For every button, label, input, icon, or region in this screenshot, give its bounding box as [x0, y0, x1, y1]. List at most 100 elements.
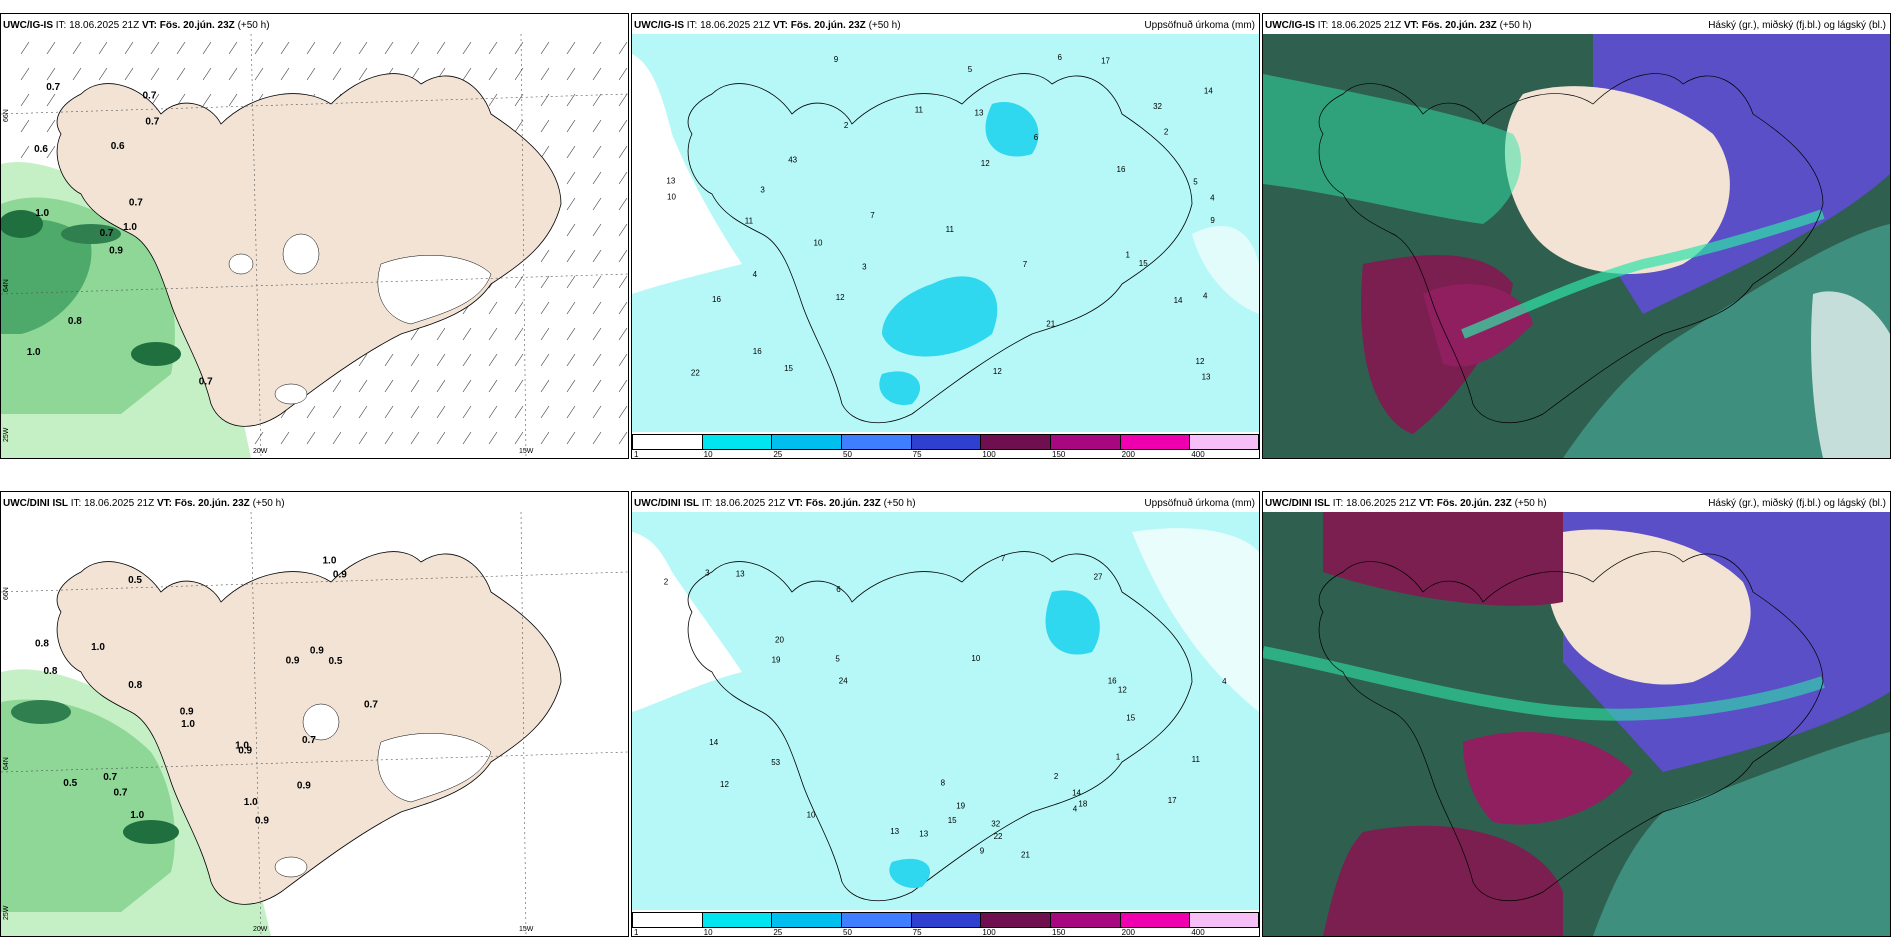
wind-barb-icon	[124, 41, 134, 55]
wind-barb-icon	[514, 301, 524, 315]
lead-time: (+50 h)	[1514, 498, 1547, 509]
map-value-label: 2	[1164, 128, 1169, 137]
wind-barb-icon	[332, 41, 342, 55]
wind-barb-icon	[384, 41, 394, 55]
map-value-label: 24	[839, 677, 848, 686]
wind-barb-icon	[358, 41, 368, 55]
wind-barb-icon	[358, 353, 368, 367]
map-value-label: 32	[1153, 102, 1162, 111]
map-value-label: 4	[1203, 292, 1208, 301]
colorbar-label: 150	[1052, 450, 1066, 459]
wind-barb-icon	[332, 405, 342, 419]
wind-barb-icon	[566, 327, 576, 341]
wind-barb-icon	[150, 67, 160, 81]
map-value-label: 13	[1202, 372, 1211, 381]
map-value-label: 15	[1126, 713, 1135, 722]
model-label: UWC/IG-IS	[634, 20, 684, 31]
map-value-label: 1.0	[91, 642, 105, 653]
wind-barb-icon	[566, 93, 576, 107]
wind-barb-icon	[488, 405, 498, 419]
wind-map: 0.9 0.5 0.7 1.0 0.9 1.0 0.7 0.8 1.0 0.7 0.5 0.8 0.9 1…	[1, 512, 628, 936]
wind-barb-icon	[540, 301, 550, 315]
map-value-label: 0.7	[100, 228, 114, 239]
map-value-label: 0.9	[238, 745, 252, 756]
wind-barb-icon	[592, 327, 602, 341]
model-label: UWC/IG-IS	[1265, 20, 1315, 31]
precip-map-svg: 1319102412151416205317132127221418111213…	[632, 512, 1259, 910]
wind-barb-icon	[514, 431, 524, 445]
wind-barb-icon	[540, 353, 550, 367]
wind-map: 0.9 0.6 0.7 1.0 0.7 0.8 0.7 0.6 0.7 1.0 0.7 0.7 1.0	[1, 34, 628, 458]
map-value-label: 9	[980, 847, 985, 856]
map-value-label: 1.0	[235, 740, 249, 751]
precip-panel-top: UWC/IG-IS IT: 18.06.2025 21Z VT: Fös. 20…	[631, 13, 1260, 459]
wind-barb-icon	[72, 67, 82, 81]
colorbar-label: 10	[703, 450, 713, 459]
wind-map-svg: 0.9 0.6 0.7 1.0 0.7 0.8 0.7 0.6 0.7 1.0 0.7 0.7 1.0	[1, 34, 628, 458]
map-value-label: 11	[745, 217, 754, 226]
valid-time: VT: Fös. 20.jún. 23Z	[787, 498, 881, 509]
colorbar-swatch	[701, 434, 772, 450]
precip-map: 13 19 10 2 4 12 15 14 16 20 53 17 13 21 27 22 14 18 11 12 13…	[632, 512, 1259, 910]
colorbar-swatch	[771, 434, 841, 450]
wind-barb-icon	[254, 67, 264, 81]
map-value-label: 1.0	[130, 810, 144, 821]
wind-barb-icon	[618, 119, 628, 133]
map-value-label: 7	[1023, 260, 1028, 269]
wind-barb-icon	[46, 67, 56, 81]
colorbar-swatch	[1050, 912, 1120, 928]
issue-time: IT: 18.06.2025 21Z	[1332, 498, 1417, 509]
wind-barb-icon	[566, 353, 576, 367]
wind-barb-icon	[566, 405, 576, 419]
map-value-label: 13	[919, 830, 928, 839]
wind-barb-icon	[46, 93, 56, 107]
map-value-label: 17	[1101, 56, 1110, 65]
colorbar-label: 50	[843, 928, 852, 937]
wind-barb-icon	[150, 41, 160, 55]
wind-barb-icon	[592, 171, 602, 185]
colorbar-swatch	[1189, 912, 1259, 928]
map-value-label: 0.7	[129, 198, 143, 209]
map-value-label: 18	[1078, 799, 1087, 808]
map-value-label: 12	[981, 159, 990, 168]
colorbar-label: 1	[634, 450, 639, 459]
wind-barb-icon	[20, 145, 30, 159]
wind-map-svg: 0.90.50.71.0 0.91.00.70.81.00.70.50.80.91…	[1, 512, 628, 936]
colorbar-swatch	[1050, 434, 1120, 450]
map-value-label: 6	[1034, 133, 1039, 142]
wind-barb-icon	[332, 431, 342, 445]
wind-barb-icon	[566, 119, 576, 133]
wind-barb-icon	[514, 327, 524, 341]
map-value-label: 4	[753, 270, 758, 279]
wind-barb-icon	[488, 379, 498, 393]
wind-barb-icon	[384, 405, 394, 419]
wind-barb-icon	[540, 119, 550, 133]
wind-panel-bottom: UWC/DINI ISL IT: 18.06.2025 21Z VT: Fös.…	[0, 491, 629, 937]
wind-barb-icon	[332, 379, 342, 393]
wind-barb-icon	[514, 67, 524, 81]
map-value-label: 0.7	[143, 91, 157, 102]
map-value-label: 0.9	[310, 646, 324, 657]
map-value-label: 0.9	[255, 815, 269, 826]
wind-barb-icon	[358, 67, 368, 81]
map-value-label: 0.8	[68, 316, 82, 327]
wind-barb-icon	[488, 353, 498, 367]
colorbar-swatch	[1189, 434, 1259, 450]
panel-title: UWC/IG-IS IT: 18.06.2025 21Z VT: Fös. 20…	[634, 20, 901, 31]
lon-label-25: 25W	[3, 905, 10, 920]
map-value-label: 12	[720, 780, 729, 789]
map-value-label: 16	[1117, 165, 1126, 174]
wind-barb-icon	[436, 379, 446, 393]
wind-barb-icon	[566, 275, 576, 289]
wind-barb-icon	[618, 249, 628, 263]
map-value-label: 0.7	[103, 772, 117, 783]
map-value-label: 13	[736, 570, 745, 579]
colorbar-label: 25	[773, 450, 783, 459]
map-value-label: 13	[975, 109, 984, 118]
colorbar-label: 75	[912, 450, 922, 459]
map-value-label: 11	[1192, 755, 1201, 764]
wind-barb-icon	[410, 41, 420, 55]
wind-barb-icon	[358, 431, 368, 445]
wind-barb-icon	[332, 67, 342, 81]
wind-barb-icon	[540, 67, 550, 81]
